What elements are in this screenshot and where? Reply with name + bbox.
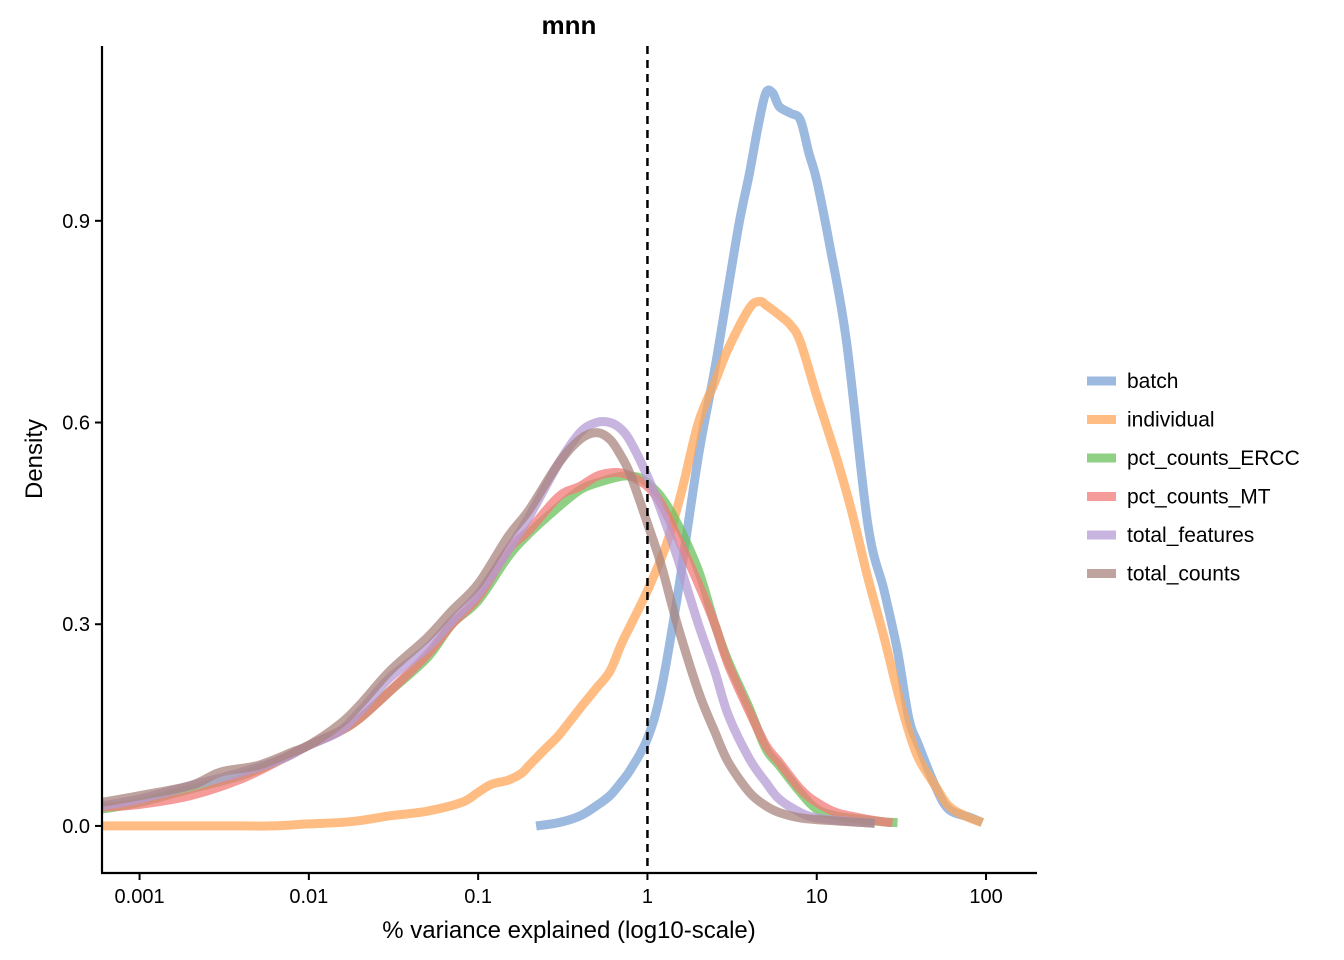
legend-label-total-counts: total_counts: [1127, 563, 1240, 586]
plot-area: [101, 46, 985, 873]
x-tick-label: 1: [642, 886, 653, 908]
y-axis-ticks: 0.0 0.3 0.6 0.9: [62, 211, 102, 838]
legend-label-individual: individual: [1127, 409, 1215, 432]
legend: batch individual pct_counts_ERCC pct_counts…: [1087, 370, 1300, 586]
x-tick-label: 0.1: [464, 886, 492, 908]
x-axis-title: % variance explained (log10-scale): [382, 917, 756, 944]
x-tick-label: 10: [806, 886, 828, 908]
legend-label-total-features: total_features: [1127, 524, 1254, 547]
x-tick-label: 0.001: [115, 886, 165, 908]
x-tick-label: 0.01: [289, 886, 328, 908]
y-axis-title: Density: [21, 419, 48, 499]
y-tick-label: 0.6: [62, 413, 90, 435]
x-axis-ticks: 0.001 0.01 0.1 1 10 100: [115, 873, 1003, 908]
x-tick-label: 100: [969, 886, 1002, 908]
series-line-total-counts: [101, 428, 875, 828]
legend-label-pct-counts-MT: pct_counts_MT: [1127, 486, 1271, 509]
series-line-batch: [535, 85, 985, 831]
y-tick-label: 0.9: [62, 211, 90, 233]
legend-label-pct-counts-ERCC: pct_counts_ERCC: [1127, 447, 1300, 470]
legend-label-batch: batch: [1127, 370, 1178, 393]
series-line-total-features: [101, 416, 876, 828]
y-tick-label: 0.3: [62, 614, 90, 636]
y-tick-label: 0.0: [62, 816, 90, 838]
chart-title: mnn: [542, 10, 597, 40]
series-line-individual: [102, 296, 984, 831]
